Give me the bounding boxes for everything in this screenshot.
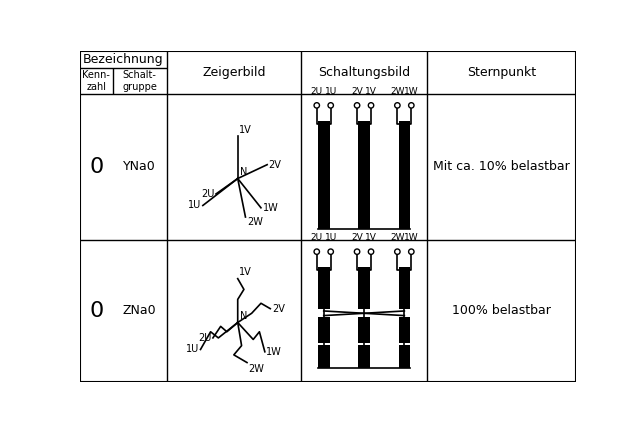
Text: N: N xyxy=(240,167,248,177)
Bar xyxy=(399,345,410,368)
Text: 2W: 2W xyxy=(390,233,404,242)
Bar xyxy=(318,345,330,368)
Circle shape xyxy=(408,249,414,254)
Text: N: N xyxy=(240,311,248,321)
Text: Schalt-
gruppe: Schalt- gruppe xyxy=(122,70,157,92)
Bar xyxy=(399,317,410,343)
Text: 1W: 1W xyxy=(262,203,278,213)
Bar xyxy=(399,121,410,229)
Text: 2U: 2U xyxy=(198,333,211,343)
Text: Kenn-
zahl: Kenn- zahl xyxy=(83,70,110,92)
Text: 100% belastbar: 100% belastbar xyxy=(452,305,551,317)
Bar xyxy=(358,267,370,309)
Circle shape xyxy=(314,249,319,254)
Text: 1U: 1U xyxy=(324,233,337,242)
Text: 2U: 2U xyxy=(310,87,323,96)
Text: 1U: 1U xyxy=(188,200,202,211)
Circle shape xyxy=(395,249,400,254)
Text: 1V: 1V xyxy=(239,125,252,135)
Text: Zeigerbild: Zeigerbild xyxy=(202,66,266,79)
Circle shape xyxy=(314,103,319,108)
Circle shape xyxy=(328,249,333,254)
Circle shape xyxy=(328,103,333,108)
Text: 2W: 2W xyxy=(248,364,264,374)
Text: 2W: 2W xyxy=(247,217,263,227)
Text: 2W: 2W xyxy=(390,87,404,96)
Circle shape xyxy=(368,249,374,254)
Text: 2V: 2V xyxy=(351,233,363,242)
Text: Sternpunkt: Sternpunkt xyxy=(467,66,536,79)
Bar xyxy=(318,317,330,343)
Text: 0: 0 xyxy=(89,301,104,321)
Bar xyxy=(318,267,330,309)
Circle shape xyxy=(368,103,374,108)
Circle shape xyxy=(395,103,400,108)
Bar xyxy=(358,317,370,343)
Text: ZNa0: ZNa0 xyxy=(123,305,157,317)
Text: Schaltungsbild: Schaltungsbild xyxy=(318,66,410,79)
Text: 1V: 1V xyxy=(239,267,252,277)
Bar xyxy=(358,121,370,229)
Text: 2U: 2U xyxy=(310,233,323,242)
Text: 0: 0 xyxy=(89,157,104,177)
Text: 1W: 1W xyxy=(266,347,282,357)
Text: Mit ca. 10% belastbar: Mit ca. 10% belastbar xyxy=(433,160,570,173)
Bar xyxy=(358,345,370,368)
Text: 2V: 2V xyxy=(272,304,285,314)
Text: 1V: 1V xyxy=(365,233,377,242)
Text: 1U: 1U xyxy=(324,87,337,96)
Circle shape xyxy=(408,103,414,108)
Text: 2V: 2V xyxy=(269,160,282,170)
Circle shape xyxy=(355,249,360,254)
Text: Bezeichnung: Bezeichnung xyxy=(83,54,164,66)
Text: 1W: 1W xyxy=(404,233,419,242)
Bar xyxy=(399,267,410,309)
Bar xyxy=(318,121,330,229)
Text: 1W: 1W xyxy=(404,87,419,96)
Text: 2V: 2V xyxy=(351,87,363,96)
Text: YNa0: YNa0 xyxy=(124,160,156,173)
Circle shape xyxy=(355,103,360,108)
Text: 1V: 1V xyxy=(365,87,377,96)
Text: 1U: 1U xyxy=(186,344,199,354)
Text: 2U: 2U xyxy=(201,189,214,199)
